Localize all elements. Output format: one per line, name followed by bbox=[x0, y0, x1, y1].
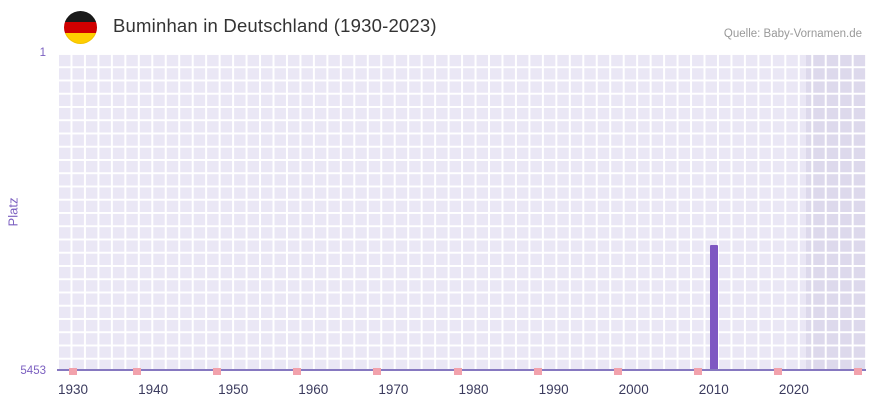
x-tick-label-2010: 2010 bbox=[698, 382, 729, 397]
x-tick-label-2000: 2000 bbox=[618, 382, 649, 397]
no-data-marker-2028 bbox=[854, 368, 862, 375]
no-data-marker-1988 bbox=[533, 368, 542, 375]
y-axis: 1 5453 bbox=[0, 47, 46, 377]
y-tick-label-5453: 5453 bbox=[20, 365, 46, 377]
x-tick-label-1930: 1930 bbox=[57, 382, 89, 397]
no-data-marker-1998 bbox=[613, 368, 622, 375]
x-tick-label-1960: 1960 bbox=[298, 382, 329, 397]
x-tick-label-1970: 1970 bbox=[378, 382, 409, 397]
x-tick-label-1990: 1990 bbox=[538, 382, 569, 397]
x-tick-label-2020: 2020 bbox=[778, 382, 809, 397]
source-attribution: Quelle: Baby-Vornamen.de bbox=[723, 28, 862, 40]
x-tick-label-1950: 1950 bbox=[218, 382, 249, 397]
no-data-marker-1930 bbox=[69, 368, 77, 375]
german-flag-icon bbox=[64, 11, 97, 44]
x-tick-label-1940: 1940 bbox=[138, 382, 169, 397]
x-axis-line bbox=[57, 369, 866, 371]
grid-overlay bbox=[57, 53, 866, 371]
no-data-marker-1938 bbox=[133, 368, 142, 375]
chart-title: Buminhan in Deutschland (1930-2023) bbox=[113, 15, 437, 36]
bars-layer bbox=[57, 53, 866, 371]
no-data-marker-1978 bbox=[453, 368, 462, 375]
no-data-marker-1948 bbox=[213, 368, 222, 375]
rank-bar-2010[interactable] bbox=[709, 245, 718, 371]
no-data-marker-1958 bbox=[293, 368, 302, 375]
no-data-markers-layer bbox=[57, 53, 866, 375]
plot-area bbox=[57, 53, 866, 375]
y-tick-label-1: 1 bbox=[39, 47, 46, 59]
x-axis: 1930 1940 1950 1960 1970 1980 1990 2000 2010 2020 bbox=[57, 382, 866, 402]
no-data-marker-1968 bbox=[373, 368, 382, 375]
x-tick-label-1980: 1980 bbox=[458, 382, 489, 397]
no-data-marker-2018 bbox=[773, 368, 782, 375]
no-data-marker-2008 bbox=[693, 368, 702, 375]
